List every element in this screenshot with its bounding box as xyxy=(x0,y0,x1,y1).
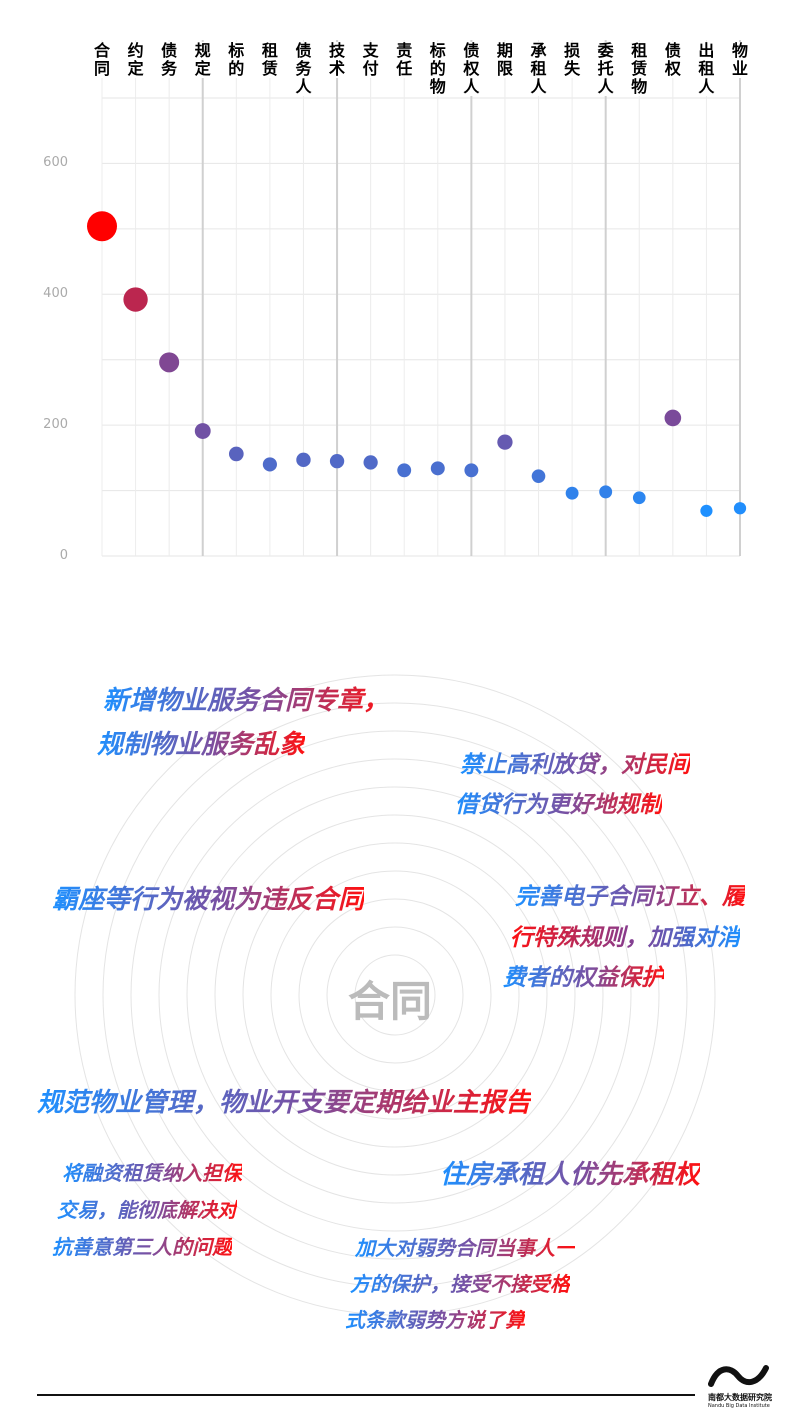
data-point-债权人 xyxy=(464,463,479,478)
phrase-5: 规范物业管理，物业开支要定期给业主报告 xyxy=(37,1082,531,1119)
data-point-约定 xyxy=(123,287,148,312)
category-label: 期限 xyxy=(494,41,515,78)
phrase-1a: 新增物业服务合同专章， xyxy=(103,680,389,717)
y-tick-label: 200 xyxy=(43,417,68,433)
category-label: 委托人 xyxy=(595,41,616,96)
phrase-2a: 禁止高利放贷，对民间 xyxy=(460,745,690,779)
data-point-债务 xyxy=(159,352,180,373)
data-point-标的 xyxy=(228,446,244,462)
logo-en: Nandu Big Data Institute xyxy=(708,1403,770,1409)
logo: 南都大数据研究院 Nandu Big Data Institute xyxy=(708,1364,778,1409)
category-label: 债权人 xyxy=(461,41,482,96)
data-point-损失 xyxy=(565,486,579,500)
category-label: 债权 xyxy=(662,41,683,78)
data-point-期限 xyxy=(497,434,513,450)
phrase-8b: 方的保护，接受不接受格 xyxy=(350,1268,570,1297)
category-label: 租赁物 xyxy=(629,41,650,96)
phrase-6b: 交易，能彻底解决对 xyxy=(57,1194,237,1223)
category-label: 债务人 xyxy=(293,41,314,96)
category-label: 物业 xyxy=(730,41,750,78)
data-point-物业 xyxy=(733,502,747,515)
data-point-合同 xyxy=(87,211,117,242)
data-point-支付 xyxy=(363,455,378,470)
phrase-7: 住房承租人优先承租权 xyxy=(440,1154,700,1191)
phrase-1b: 规制物业服务乱象 xyxy=(97,724,305,761)
category-label: 规定 xyxy=(192,41,213,78)
y-tick-label: 600 xyxy=(43,155,68,171)
center-keyword: 合同 xyxy=(348,977,433,1026)
data-point-标的物 xyxy=(430,461,445,476)
wave-logo-icon xyxy=(708,1365,769,1387)
y-tick-label: 0 xyxy=(59,548,68,563)
scatter-chart xyxy=(87,40,747,557)
category-label: 损失 xyxy=(562,41,583,78)
phrase-4c: 费者的权益保护 xyxy=(503,958,664,992)
category-label: 租赁 xyxy=(259,41,280,78)
category-label: 技术 xyxy=(327,41,348,78)
phrase-6a: 将融资租赁纳入担保 xyxy=(62,1157,242,1186)
phrase-8a: 加大对弱势合同当事人一 xyxy=(355,1232,575,1261)
category-label: 合同 xyxy=(92,41,112,78)
phrase-4a: 完善电子合同订立、履 xyxy=(515,877,745,911)
logo-name: 南都大数据研究院 xyxy=(708,1393,772,1402)
data-point-租赁 xyxy=(262,457,277,472)
data-point-债务人 xyxy=(296,452,311,468)
category-label: 支付 xyxy=(360,41,381,78)
data-point-委托人 xyxy=(599,485,613,499)
phrase-6c: 抗善意第三人的问题 xyxy=(52,1231,232,1260)
category-label: 责任 xyxy=(394,41,415,78)
category-label: 债务 xyxy=(159,41,180,78)
category-label: 标的 xyxy=(226,41,247,78)
y-tick-label: 400 xyxy=(43,286,68,302)
phrase-8c: 式条款弱势方说了算 xyxy=(345,1304,525,1333)
data-point-责任 xyxy=(397,463,412,478)
category-label: 出租人 xyxy=(696,41,717,96)
data-point-租赁物 xyxy=(632,491,646,505)
category-label: 约定 xyxy=(125,41,146,78)
phrase-3: 霸座等行为被视为违反合同 xyxy=(52,879,364,916)
category-label: 标的物 xyxy=(427,41,448,96)
footer-divider xyxy=(37,1394,695,1396)
phrase-4b: 行特殊规则，加强对消 xyxy=(510,918,740,952)
phrase-2b: 借贷行为更好地规制 xyxy=(455,785,662,819)
data-point-承租人 xyxy=(531,469,546,483)
data-point-技术 xyxy=(329,453,345,469)
category-label: 承租人 xyxy=(528,41,549,96)
data-point-债权 xyxy=(664,409,682,427)
data-point-出租人 xyxy=(700,504,713,517)
data-point-规定 xyxy=(194,423,211,439)
